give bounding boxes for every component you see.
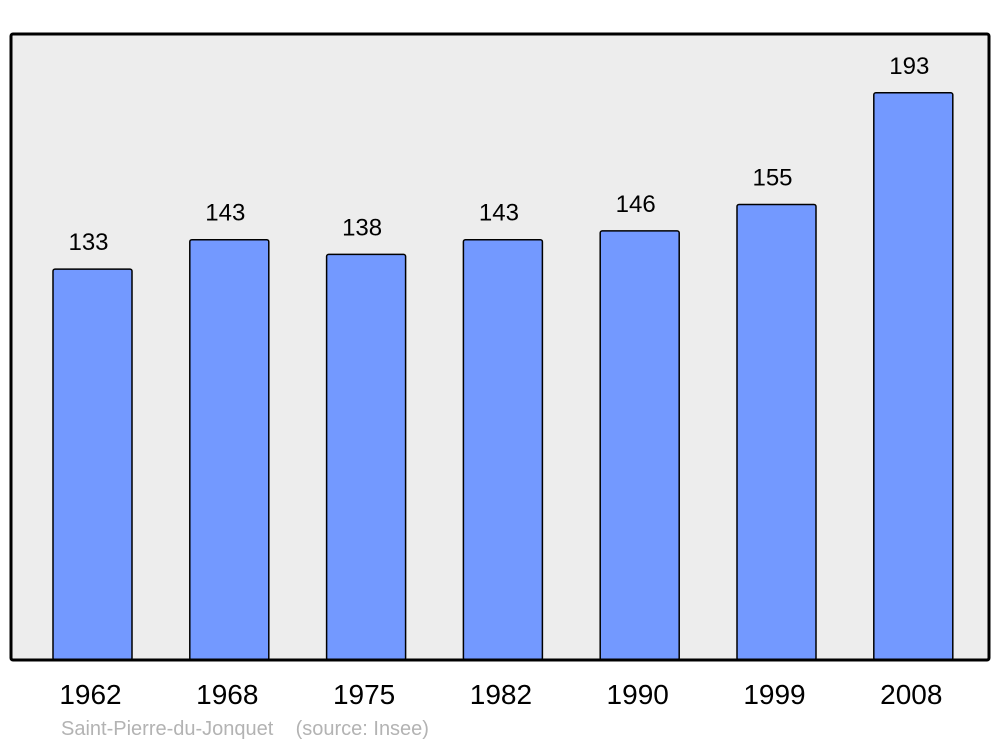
source-note: (source: Insee)	[295, 718, 429, 740]
place-name: Saint-Pierre-du-Jonquet	[61, 718, 274, 740]
data-label-1999: 155	[752, 164, 792, 191]
bar-1968	[189, 238, 270, 661]
x-tick-label-1990: 1990	[607, 679, 669, 710]
data-label-1975: 138	[342, 214, 382, 241]
bar-1990	[599, 230, 680, 661]
x-tick-label-1982: 1982	[470, 679, 532, 710]
data-label-1990: 146	[616, 191, 656, 218]
bar-2008	[873, 92, 954, 661]
bar-1962	[52, 268, 133, 661]
data-label-1962: 133	[68, 229, 108, 256]
data-label-2008: 193	[889, 53, 929, 80]
data-label-1968: 143	[205, 200, 245, 227]
x-tick-label-2008: 2008	[880, 679, 942, 710]
x-tick-label-1962: 1962	[59, 679, 121, 710]
bar-1999	[736, 203, 817, 661]
x-tick-label-1968: 1968	[196, 679, 258, 710]
x-tick-label-1975: 1975	[333, 679, 395, 710]
x-tick-label-1999: 1999	[743, 679, 805, 710]
chart-footer: Saint-Pierre-du-Jonquet (source: Insee)	[61, 718, 429, 741]
plot-frame	[9, 32, 991, 662]
bar-1975	[325, 253, 407, 661]
bar-1982	[462, 238, 544, 661]
data-label-1982: 143	[479, 200, 519, 227]
